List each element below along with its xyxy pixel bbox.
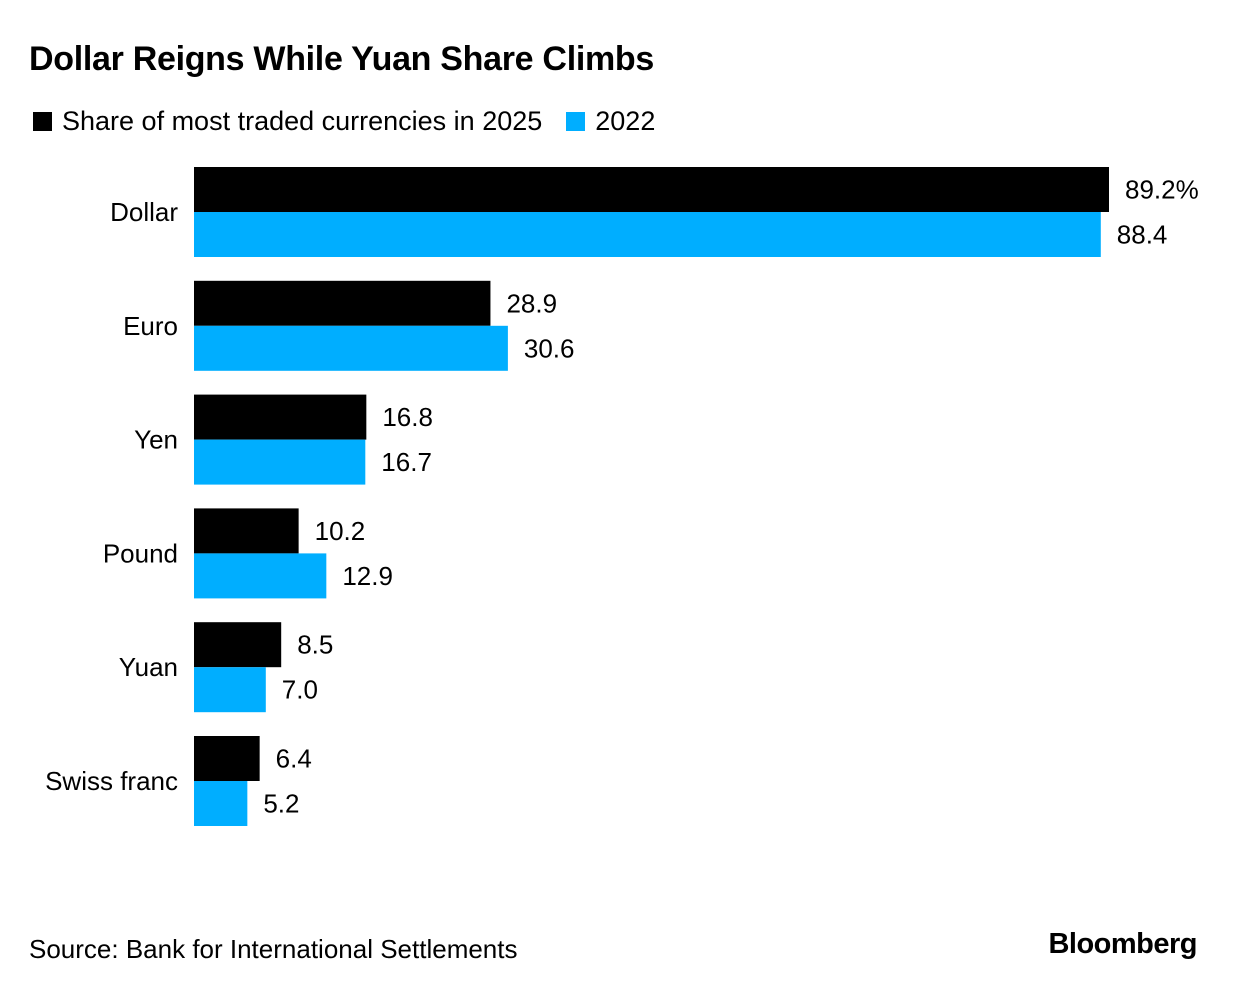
data-label: 28.9	[506, 288, 557, 318]
data-label: 8.5	[297, 630, 333, 660]
bar-2022	[194, 781, 248, 826]
bar-2022	[194, 439, 366, 485]
data-label: 10.2	[315, 516, 366, 546]
legend: Share of most traded currencies in 2025 …	[33, 106, 679, 137]
category-label: Euro	[123, 311, 178, 341]
bloomberg-logo: Bloomberg	[1048, 928, 1197, 960]
bar-2025	[194, 622, 282, 668]
data-label: 7.0	[282, 675, 318, 705]
bar-2022	[194, 325, 508, 371]
bar-2025	[194, 167, 1109, 212]
bar-2025	[194, 394, 367, 440]
bar-2022	[194, 212, 1101, 257]
bar-2025	[194, 508, 299, 554]
bar-2022	[194, 553, 327, 599]
chart-title: Dollar Reigns While Yuan Share Climbs	[29, 40, 654, 78]
bar-2025	[194, 736, 260, 781]
data-label: 6.4	[276, 744, 312, 774]
legend-label-2025: Share of most traded currencies in 2025	[62, 106, 543, 136]
data-label: 30.6	[524, 333, 575, 363]
data-label: 12.9	[342, 561, 393, 591]
bar-2022	[194, 667, 266, 713]
legend-swatch-2025	[33, 112, 52, 131]
legend-label-2022: 2022	[595, 106, 656, 136]
category-label: Pound	[103, 538, 178, 568]
data-label: 89.2%	[1125, 175, 1199, 205]
category-label: Dollar	[110, 197, 178, 227]
source-note: Source: Bank for International Settlemen…	[29, 934, 518, 964]
category-label: Swiss franc	[45, 766, 178, 796]
category-label: Yuan	[119, 652, 178, 682]
bar-2025	[194, 280, 491, 326]
data-label: 5.2	[263, 789, 299, 819]
category-label: Yen	[134, 425, 178, 455]
data-label: 16.8	[382, 402, 433, 432]
data-label: 16.7	[381, 447, 432, 477]
data-label: 88.4	[1117, 220, 1168, 250]
legend-swatch-2022	[566, 112, 586, 131]
